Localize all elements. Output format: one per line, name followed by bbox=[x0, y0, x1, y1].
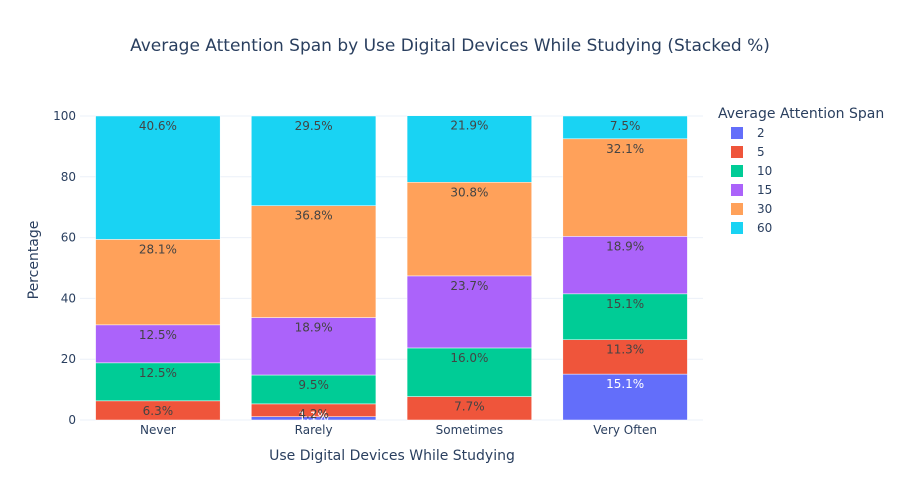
bar-segment-60 bbox=[406, 115, 532, 183]
data-label: 15.1% bbox=[606, 377, 644, 391]
bar-segment-15 bbox=[562, 236, 688, 295]
y-tick-label: 80 bbox=[61, 170, 76, 184]
bar-segment-10 bbox=[406, 347, 532, 397]
bar-segment-5 bbox=[562, 339, 688, 375]
data-label: 18.9% bbox=[606, 239, 644, 253]
data-label: 32.1% bbox=[606, 142, 644, 156]
legend-item-label: 60 bbox=[757, 221, 772, 235]
legend-swatch bbox=[731, 165, 743, 177]
bar-segment-10 bbox=[95, 362, 221, 402]
data-label: 12.5% bbox=[139, 366, 177, 380]
data-label: 40.6% bbox=[139, 119, 177, 133]
legend-item-label: 10 bbox=[757, 164, 772, 178]
data-label: 28.1% bbox=[139, 242, 177, 256]
x-tick-label: Sometimes bbox=[436, 423, 503, 437]
data-label: 18.9% bbox=[295, 321, 333, 335]
legend-title: Average Attention Span bbox=[718, 106, 884, 122]
y-tick-label: 0 bbox=[68, 413, 76, 427]
legend-item-label: 2 bbox=[757, 126, 765, 140]
data-label: 29.5% bbox=[295, 119, 333, 133]
y-axis-title: Percentage bbox=[26, 221, 42, 300]
bar-segment-15 bbox=[95, 324, 221, 364]
bar-segment-60 bbox=[562, 115, 688, 140]
y-tick-label: 60 bbox=[61, 231, 76, 245]
data-label: 6.3% bbox=[143, 404, 174, 418]
bar-segment-15 bbox=[406, 275, 532, 349]
data-label: 15.1% bbox=[606, 297, 644, 311]
legend-swatch bbox=[731, 203, 743, 215]
legend-item-label: 30 bbox=[757, 202, 772, 216]
legend-swatch bbox=[731, 146, 743, 158]
data-label: 1.1% bbox=[298, 409, 329, 423]
legend: Average Attention Span 2 5 10 15 30 60 bbox=[718, 106, 884, 235]
legend-swatch bbox=[731, 222, 743, 234]
bar-labels: 6.3% 12.5% 12.5% 28.1% 40.6% 1.1%4.2% 9.5% 18.9… bbox=[139, 119, 644, 424]
data-label: 12.5% bbox=[139, 328, 177, 342]
legend-item-label: 5 bbox=[757, 145, 765, 159]
data-label: 4.2% bbox=[298, 407, 329, 421]
bar-segment-30 bbox=[95, 239, 221, 326]
data-label: 7.7% bbox=[454, 400, 485, 414]
y-tick-label: 100 bbox=[53, 109, 76, 123]
data-label: 9.5% bbox=[298, 378, 329, 392]
x-tick-label: Very Often bbox=[593, 423, 657, 437]
data-label: 16.0% bbox=[450, 351, 488, 365]
data-label: 23.7% bbox=[450, 279, 488, 293]
y-axis-ticks: 0 20 40 60 80 100 bbox=[53, 109, 76, 427]
bar-segment-30 bbox=[562, 138, 688, 237]
legend-swatch bbox=[731, 127, 743, 139]
data-label: 30.8% bbox=[450, 185, 488, 199]
chart-title: Average Attention Span by Use Digital De… bbox=[130, 36, 770, 56]
bar-segment-30 bbox=[406, 182, 532, 277]
x-axis-ticks: Never Rarely Sometimes Very Often bbox=[140, 423, 657, 437]
data-label: 11.3% bbox=[606, 343, 644, 357]
bar-segment-60 bbox=[251, 115, 377, 206]
y-tick-label: 20 bbox=[61, 352, 76, 366]
data-label: 36.8% bbox=[295, 209, 333, 223]
data-label: 7.5% bbox=[610, 119, 641, 133]
data-label: 21.9% bbox=[450, 119, 488, 133]
y-tick-label: 40 bbox=[61, 291, 76, 305]
x-tick-label: Rarely bbox=[295, 423, 333, 437]
x-tick-label: Never bbox=[140, 423, 176, 437]
legend-swatch bbox=[731, 184, 743, 196]
bars bbox=[95, 115, 688, 421]
x-axis-title: Use Digital Devices While Studying bbox=[269, 448, 515, 464]
bar-segment-15 bbox=[251, 317, 377, 376]
bar-segment-60 bbox=[95, 115, 221, 240]
bar-segment-30 bbox=[251, 205, 377, 318]
legend-item-label: 15 bbox=[757, 183, 772, 197]
bar-segment-2 bbox=[562, 373, 688, 421]
